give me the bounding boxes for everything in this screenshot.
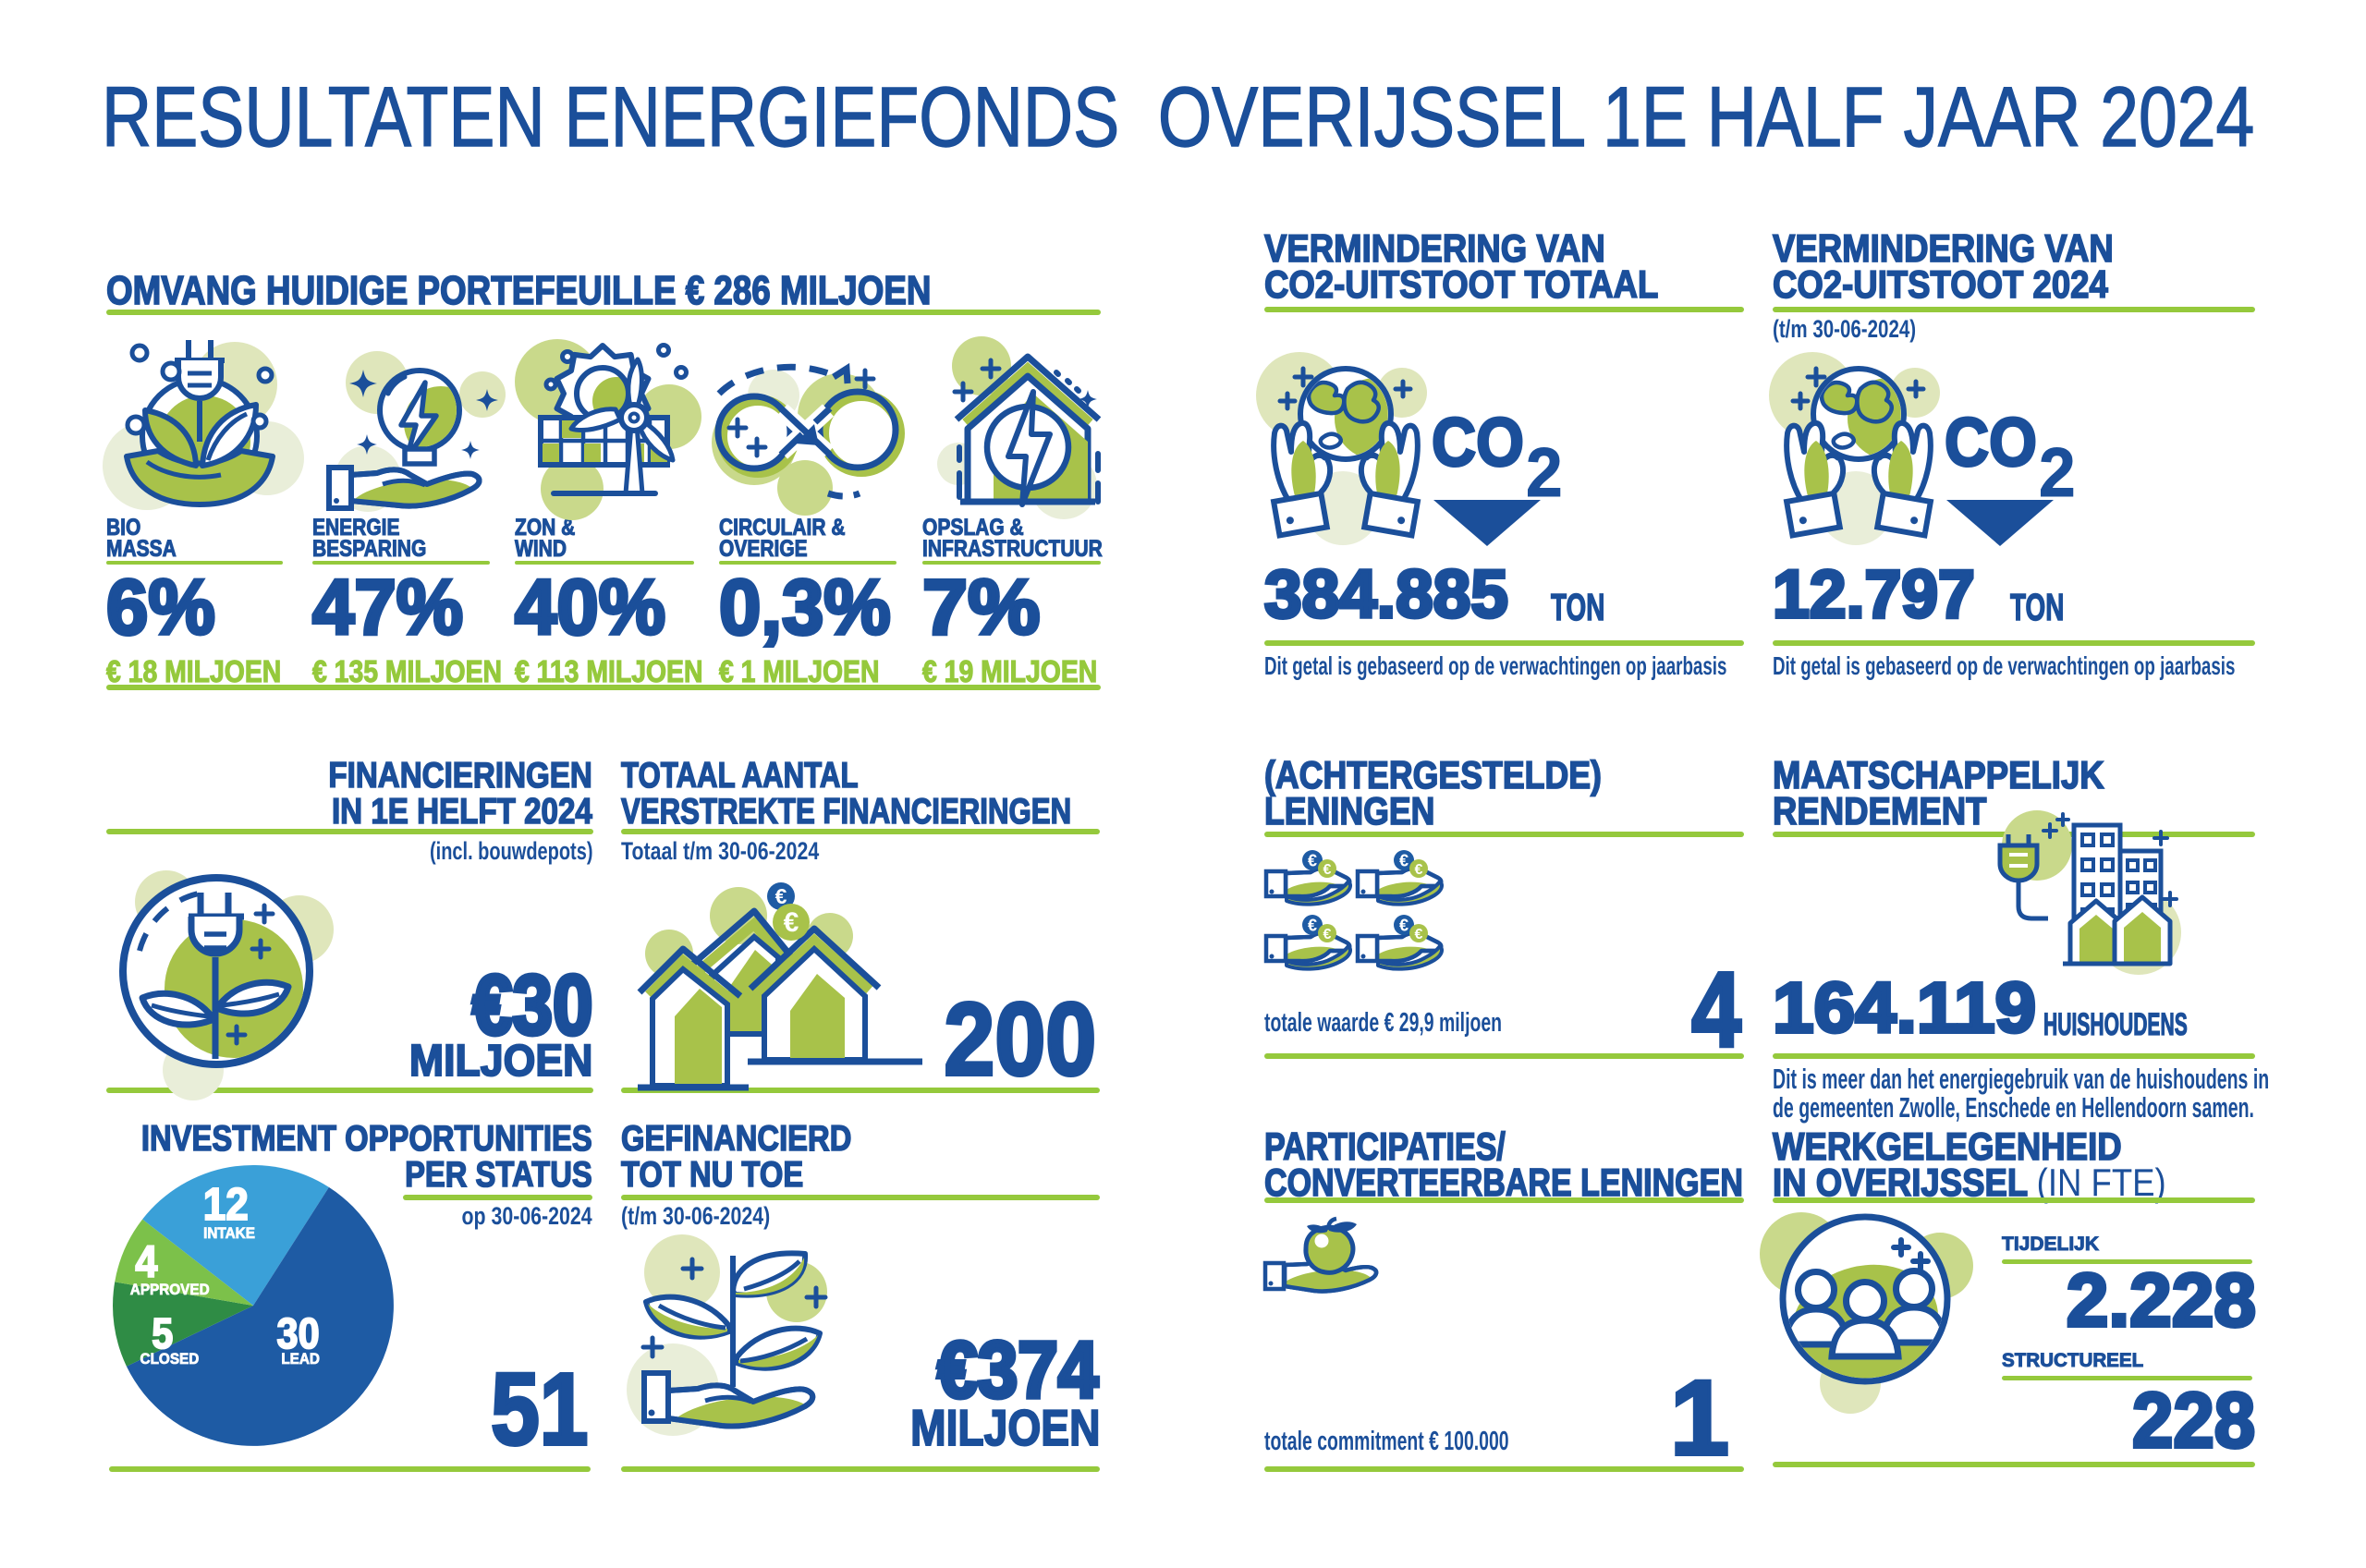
svg-text:€: € <box>775 884 787 908</box>
svg-text:€: € <box>1323 862 1332 878</box>
svg-text:€: € <box>1323 927 1332 942</box>
svg-text:€: € <box>1415 862 1423 878</box>
svg-text:€: € <box>784 907 799 938</box>
svg-text:€: € <box>1399 917 1409 935</box>
svg-text:€: € <box>1415 927 1423 942</box>
svg-text:€: € <box>1308 852 1317 870</box>
svg-text:€: € <box>1399 852 1409 870</box>
svg-text:€: € <box>1308 917 1317 935</box>
